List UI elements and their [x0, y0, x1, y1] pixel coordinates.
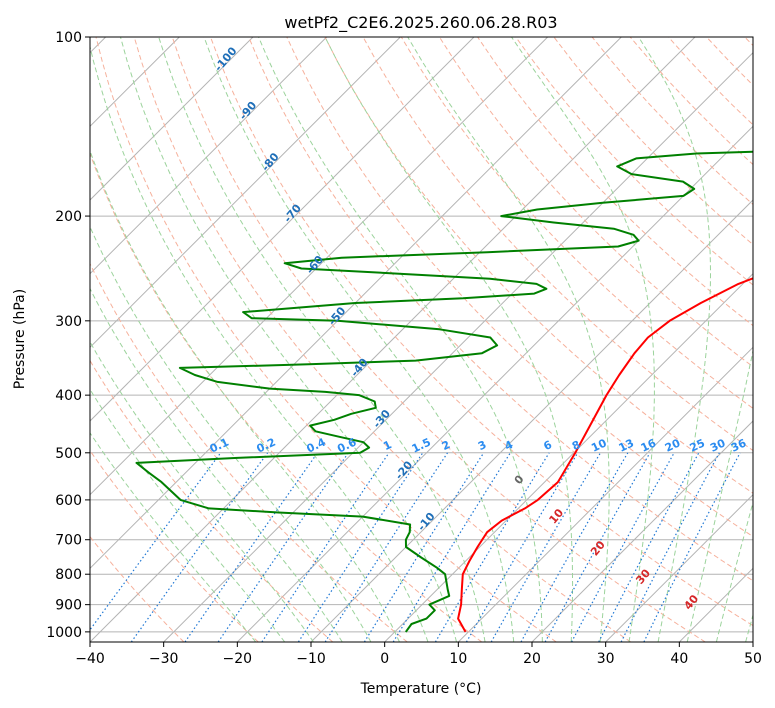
dry-adiabat	[210, 37, 753, 627]
y-tick-label: 900	[55, 598, 82, 614]
x-tick-label: 20	[523, 651, 541, 667]
y-tick-label: 300	[55, 314, 82, 330]
dry-adiabat	[248, 37, 753, 582]
x-tick-label: 10	[449, 651, 467, 667]
isotherm-line	[384, 272, 753, 642]
axes: −40 −30 −20 −10 0 10 20 30 40 50 100 200 300 400 500 60…	[46, 30, 762, 667]
profile-series	[135, 150, 753, 633]
plot-area: -100-90-80-70-60-50-40-30-20-10010203040…	[90, 37, 753, 642]
x-tick-label: −40	[75, 651, 105, 667]
isotherm-line	[90, 37, 254, 201]
isotherm-line	[605, 493, 753, 642]
moist-adiabat	[120, 37, 457, 642]
x-tick-label: 0	[380, 651, 389, 667]
dry-adiabat	[400, 37, 753, 409]
x-tick-label: −20	[223, 651, 253, 667]
isotherm-lines	[90, 37, 753, 642]
x-tick-label: 40	[670, 651, 688, 667]
moist-adiabat	[407, 37, 610, 642]
y-tick-label: 500	[55, 446, 82, 462]
isotherm-line	[90, 37, 549, 496]
isotherm-line	[90, 37, 328, 275]
mixing-ratio-line	[520, 452, 629, 642]
isotherm-line	[90, 37, 475, 422]
dry-adiabat	[90, 262, 408, 642]
dry-adiabat	[362, 37, 753, 452]
isotherm-line	[90, 37, 622, 570]
moist-adiabat	[90, 388, 286, 642]
mixing-ratio-label: 36	[729, 436, 749, 454]
moist-adiabat	[90, 340, 314, 642]
plot-frame	[89, 36, 754, 643]
dry-adiabat	[90, 449, 259, 642]
y-tick-label: 100	[55, 30, 82, 46]
isotherm-line	[236, 125, 753, 642]
isotherm-line	[531, 420, 753, 642]
moist-adiabat	[511, 37, 655, 642]
mixing-ratio-label: 20	[663, 436, 683, 454]
moist-adiabat	[715, 500, 753, 642]
temperature-line	[457, 277, 753, 633]
isotherm-line	[90, 37, 696, 642]
moist-adiabat	[203, 37, 515, 642]
isotherm-line	[90, 37, 401, 349]
moist-adiabat	[90, 432, 257, 642]
isotherm-line	[163, 51, 753, 642]
moist-adiabat	[158, 37, 486, 642]
dry-adiabat	[90, 152, 483, 642]
dry-adiabat	[477, 37, 753, 327]
mixing-ratio-label: 10	[589, 436, 609, 454]
moist-adiabat	[90, 149, 400, 642]
dry-adiabat	[133, 37, 632, 642]
moist-adiabat	[324, 37, 574, 642]
mixing-ratio-label: 25	[688, 437, 707, 455]
mixing-ratio-line	[261, 452, 390, 642]
x-tick-label: −10	[296, 651, 326, 667]
mixing-ratio-line	[324, 452, 449, 642]
mixing-ratio-line	[90, 452, 222, 631]
moist-adiabat	[686, 348, 753, 642]
mixing-ratio-line	[363, 452, 485, 642]
dry-adiabat	[286, 37, 753, 538]
dry-adiabat	[95, 37, 557, 642]
mixing-ratio-line	[184, 452, 319, 642]
dry-adiabat	[90, 359, 334, 642]
x-tick-label: 30	[597, 651, 615, 667]
y-tick-label: 600	[55, 493, 82, 509]
y-tick-label: 1000	[46, 625, 82, 641]
mixing-ratio-label: 16	[639, 436, 659, 454]
dry-adiabat	[171, 37, 706, 642]
mixing-ratio-line	[217, 452, 349, 642]
moist-adiabat-lines	[90, 37, 753, 642]
moist-adiabat	[90, 44, 429, 642]
y-tick-label: 700	[55, 533, 82, 549]
x-tick-label: 50	[744, 651, 762, 667]
mixing-ratio-line	[544, 452, 651, 642]
mixing-ratio-line	[598, 452, 700, 642]
x-axis-label: Temperature (°C)	[360, 681, 482, 697]
chart-title: wetPf2_C2E6.2025.260.06.28.R03	[284, 13, 557, 33]
y-tick-label: 200	[55, 209, 82, 225]
mixing-ratio-line	[620, 452, 720, 642]
y-axis-label: Pressure (hPa)	[12, 289, 28, 389]
mixing-ratio-line	[297, 452, 424, 642]
mixing-ratio-line	[490, 452, 602, 642]
mixing-ratio-label: 30	[708, 436, 728, 454]
moist-adiabat	[638, 37, 712, 642]
y-tick-label: 800	[55, 567, 82, 583]
moist-adiabat	[258, 37, 543, 642]
mixing-ratio-lines	[90, 452, 741, 642]
x-tick-label: −30	[149, 651, 179, 667]
dry-adiabat	[90, 535, 185, 642]
moist-adiabat	[90, 287, 343, 642]
isotherm-line	[310, 199, 753, 642]
y-tick-label: 400	[55, 388, 82, 404]
isotherm-line	[457, 346, 753, 642]
dewpoint-line	[135, 150, 753, 633]
mixing-ratio-label: 13	[617, 437, 636, 455]
moist-adiabat	[90, 225, 372, 642]
mixing-ratio-line	[130, 452, 269, 642]
